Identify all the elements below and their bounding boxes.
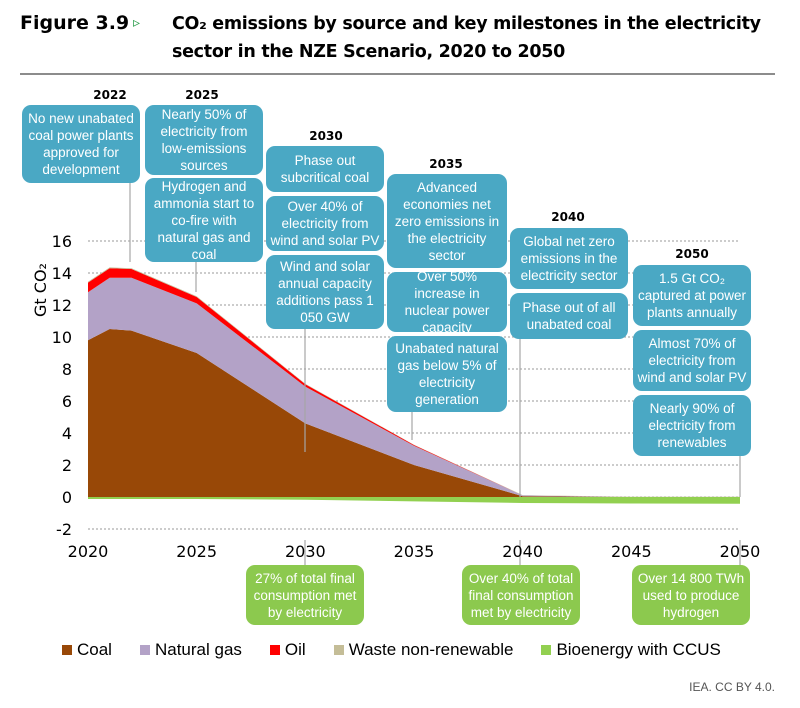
milestone-box: Over 50% increase in nuclear power capac… [387,269,507,335]
y-tick-label: 12 [52,296,72,315]
x-tick-label: 2025 [176,542,217,561]
figure-label: Figure 3.9 [20,12,130,34]
area-series [88,267,740,504]
area-bioenergy-with-ccus [88,497,740,504]
y-axis-label: Gt CO₂ [31,263,50,317]
milestone-box: Global net zero emissions in the electri… [510,228,628,289]
milestone-box: Phase out of all unabated coal [510,293,628,339]
milestone-box: 1.5 Gt CO₂ captured at power plants annu… [633,265,751,326]
legend-item-bioenergy-ccus: Bioenergy with CCUS [541,640,721,660]
x-tick-label: 2040 [502,542,543,561]
milestone-box: Wind and solar annual capacity additions… [266,255,384,329]
y-tick-label: 6 [62,392,72,411]
milestone-box: Hydrogen and ammonia start to co-fire wi… [145,178,263,262]
milestone-year-2030: 2030 [309,129,343,143]
y-tick-label: 4 [62,424,72,443]
legend-item-natural-gas: Natural gas [139,640,242,660]
y-tick-label: 14 [52,264,72,283]
milestone-box: Unabated natural gas below 5% of electri… [387,336,507,412]
milestone-box: Advanced economies net zero emissions in… [387,174,507,268]
y-tick-label: 8 [62,360,72,379]
milestone-box: Nearly 90% of electricity from renewable… [633,395,751,456]
figure-title: CO₂ emissions by source and key mileston… [172,14,761,62]
y-tick-label: -2 [56,520,72,539]
y-axis-ticks: -2 0 2 4 6 8 10 12 14 16 [52,232,72,539]
x-tick-label: 2035 [394,542,435,561]
credit-text: IEA. CC BY 4.0. [689,680,775,694]
legend-swatch [62,645,72,655]
x-tick-label: 2030 [285,542,326,561]
x-tick-label: 2050 [720,542,761,561]
milestone-year-2025: 2025 [185,88,219,102]
milestone-year-2035: 2035 [429,157,463,171]
y-tick-label: 0 [62,488,72,507]
y-tick-label: 16 [52,232,72,251]
milestone-box: Phase out subcritical coal [266,146,384,192]
milestone-box: No new unabated coal power plants approv… [22,105,140,183]
legend-label: Coal [77,640,112,659]
legend-swatch [269,645,280,655]
milestone-box-green: Over 40% of total final consumption met … [462,565,580,625]
legend-swatch [139,645,150,655]
x-tick-label: 2045 [611,542,652,561]
y-tick-label: 2 [62,456,72,475]
area-natural-gas [88,277,740,497]
milestone-box: Over 40% of electricity from wind and so… [266,196,384,251]
legend-label: Oil [284,640,306,659]
y-tick-label: 10 [52,328,72,347]
milestone-box: Nearly 50% of electricity from low-emiss… [145,105,263,175]
legend-label: Bioenergy with CCUS [556,640,721,659]
milestone-year-2050: 2050 [675,247,709,261]
area-coal [88,329,740,497]
legend-label: Natural gas [154,640,242,659]
legend-label: Waste non-renewable [348,640,514,659]
x-axis-ticks: 2020 2025 2030 2035 2040 2045 2050 [68,542,761,561]
milestone-box-green: 27% of total final consumption met by el… [246,565,364,625]
legend-item-coal: Coal [62,640,112,660]
legend-item-waste: Waste non-renewable [333,640,514,660]
chart-legend: Coal Natural gas Oil Waste non-renewable… [62,640,749,660]
milestone-box: Almost 70% of electricity from wind and … [633,330,751,391]
milestone-year-2040: 2040 [551,210,585,224]
figure-arrow-icon: ▹ [133,14,141,30]
legend-swatch [541,645,552,655]
milestone-box-green: Over 14 800 TWh used to produce hydrogen [632,565,750,625]
legend-swatch [333,645,344,655]
title-divider [20,73,775,75]
legend-item-oil: Oil [269,640,306,660]
x-tick-label: 2020 [68,542,109,561]
milestone-leader-lines [129,183,741,565]
milestone-year-2022: 2022 [93,88,127,102]
